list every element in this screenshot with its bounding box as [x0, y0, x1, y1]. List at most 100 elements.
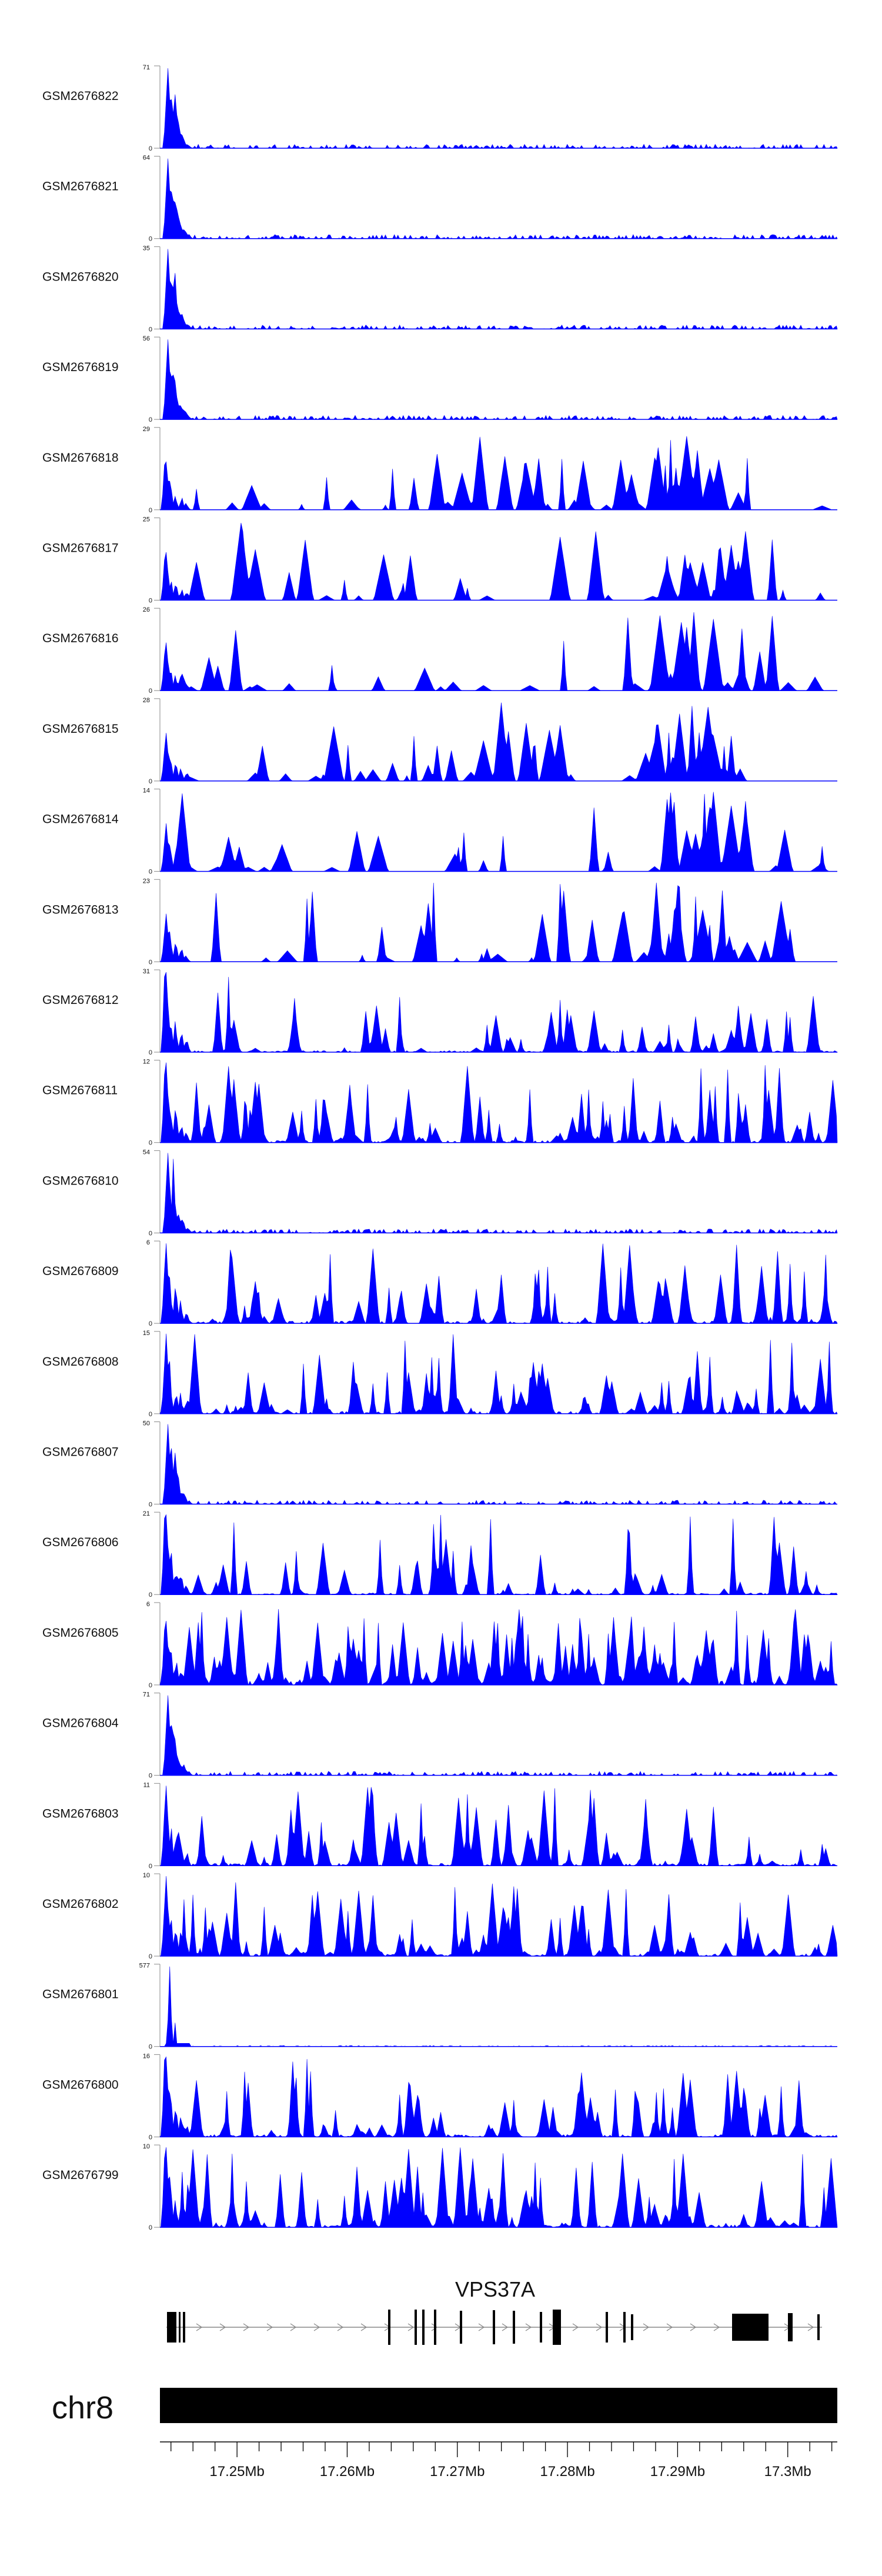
track-scale-min: 0	[149, 236, 152, 243]
coverage-area	[159, 2147, 838, 2228]
signal-track: GSM2676810 54 0	[42, 1149, 838, 1237]
track-scale-min: 0	[149, 598, 152, 605]
track-scale-max: 25	[143, 516, 150, 523]
strand-arrow	[243, 2323, 250, 2331]
genome-axis: 17.25Mb 17.26Mb 17.27Mb 17.28Mb 17.29Mb 17.3M…	[160, 2441, 837, 2480]
track-label: GSM2676811	[42, 1084, 118, 1097]
coverage-area	[160, 249, 838, 330]
chromosome-label: chr8	[52, 2390, 113, 2425]
coverage-area	[160, 158, 838, 239]
track-scale-max: 26	[143, 606, 150, 613]
strand-arrow	[337, 2323, 344, 2331]
coverage-area	[160, 1786, 837, 1867]
track-scale-min: 0	[149, 2224, 152, 2231]
track-label: GSM2676814	[42, 813, 119, 826]
track-scale-min: 0	[149, 2134, 152, 2141]
track-label: GSM2676808	[42, 1355, 119, 1369]
track-label: GSM2676801	[42, 1988, 119, 2001]
track-scale-min: 0	[149, 1773, 152, 1780]
track-label: GSM2676815	[42, 722, 119, 736]
signal-track: GSM2676818 29 0	[42, 426, 837, 514]
coverage-area	[160, 702, 837, 782]
track-scale-max: 71	[143, 1691, 150, 1699]
coverage-area	[160, 882, 837, 963]
coverage-area	[160, 339, 838, 420]
strand-arrow	[572, 2323, 579, 2331]
axis-tick-label: 17.26Mb	[320, 2464, 375, 2480]
coverage-area	[160, 1062, 838, 1143]
coverage-area	[159, 1609, 838, 1686]
strand-arrow	[807, 2323, 814, 2331]
track-label: GSM2676807	[42, 1446, 119, 1459]
strand-arrow	[431, 2323, 438, 2331]
track-scale-min: 0	[149, 1140, 152, 1147]
signal-track: GSM2676816 26 0	[42, 606, 837, 695]
track-label: GSM2676813	[42, 903, 119, 916]
strand-arrow	[502, 2323, 509, 2331]
track-label: GSM2676800	[42, 2078, 119, 2091]
strand-arrow	[643, 2323, 650, 2331]
track-label: GSM2676821	[42, 180, 119, 193]
exon-block	[493, 2310, 495, 2344]
track-label: GSM2676802	[42, 1897, 119, 1911]
track-scale-min: 0	[149, 688, 152, 695]
track-scale-min: 0	[149, 326, 152, 333]
signal-track: GSM2676803 11 0	[42, 1781, 837, 1870]
track-scale-max: 12	[143, 1059, 150, 1066]
strand-arrow	[713, 2323, 720, 2331]
track-scale-max: 6	[146, 1239, 150, 1246]
exon-block	[179, 2312, 181, 2343]
track-scale-min: 0	[149, 1320, 152, 1327]
track-scale-max: 11	[143, 1781, 150, 1788]
track-scale-max: 50	[143, 1420, 150, 1427]
exon-block	[415, 2310, 417, 2345]
track-scale-max: 10	[143, 1872, 150, 1879]
signal-track: GSM2676799 10 0	[42, 2143, 838, 2231]
track-label: GSM2676819	[42, 361, 119, 374]
track-label: GSM2676812	[42, 993, 119, 1007]
strand-arrow	[596, 2323, 603, 2331]
signal-tracks: GSM2676822710GSM2676821640GSM2676820350G…	[42, 64, 838, 2231]
strand-arrow	[196, 2323, 203, 2331]
track-scale-min: 0	[149, 778, 152, 785]
coverage-area	[160, 612, 837, 691]
signal-track: GSM2676808 15 0	[42, 1330, 838, 1418]
strand-arrow	[360, 2323, 368, 2331]
coverage-area	[159, 1333, 838, 1414]
track-scale-max: 56	[143, 335, 150, 342]
track-scale-min: 0	[149, 869, 152, 876]
coverage-area	[160, 1514, 838, 1595]
gene-name-label: VPS37A	[455, 2277, 535, 2301]
exon-block	[788, 2313, 793, 2341]
signal-track: GSM2676815 28 0	[42, 697, 837, 785]
signal-track: GSM2676804 71 0	[42, 1691, 838, 1780]
exon-block	[422, 2310, 425, 2345]
track-scale-max: 10	[143, 2143, 150, 2150]
signal-track: GSM2676807 50 0	[42, 1420, 837, 1509]
signal-track: GSM2676806 21 0	[42, 1510, 838, 1599]
exon-block	[817, 2314, 820, 2340]
strand-arrow	[525, 2323, 532, 2331]
chromosome-ideogram-track: chr8	[52, 2388, 837, 2425]
track-scale-min: 0	[149, 1230, 152, 1237]
strand-arrow	[266, 2323, 273, 2331]
track-scale-max: 16	[143, 2053, 150, 2060]
track-scale-max: 64	[143, 155, 150, 162]
track-label: GSM2676806	[42, 1536, 119, 1549]
signal-track: GSM2676813 23 0	[42, 877, 837, 966]
signal-track: GSM2676812 31 0	[42, 968, 838, 1056]
track-scale-max: 31	[143, 968, 150, 975]
coverage-area	[160, 1966, 837, 2047]
track-label: GSM2676799	[42, 2168, 119, 2182]
coverage-area	[160, 1153, 838, 1234]
strand-arrow	[478, 2323, 485, 2331]
track-label: GSM2676822	[42, 89, 119, 103]
track-scale-max: 23	[143, 877, 150, 885]
signal-track: GSM2676809 6 0	[42, 1239, 838, 1327]
track-scale-max: 14	[143, 788, 150, 795]
track-scale-min: 0	[149, 1049, 152, 1056]
signal-track: GSM2676819 56 0	[42, 335, 838, 423]
coverage-area	[160, 68, 838, 149]
track-scale-min: 0	[149, 1591, 152, 1599]
